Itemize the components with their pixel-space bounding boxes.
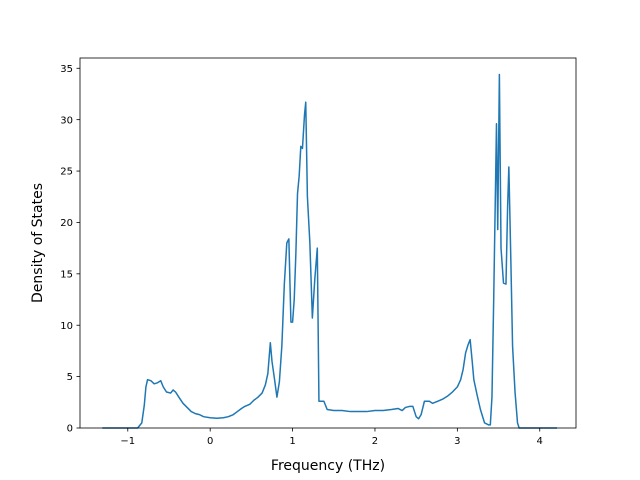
y-tick-label: 15 xyxy=(60,269,73,280)
y-axis-label: Density of States xyxy=(30,183,46,303)
y-tick-label: 20 xyxy=(60,218,73,229)
y-tick-label: 0 xyxy=(67,424,73,435)
x-tick-label: 0 xyxy=(207,436,213,447)
x-tick-label: 3 xyxy=(454,436,460,447)
x-tick-label: −1 xyxy=(120,436,135,447)
x-axis-label: Frequency (THz) xyxy=(271,458,385,474)
y-tick-label: 35 xyxy=(60,64,73,75)
y-tick-label: 5 xyxy=(67,372,73,383)
y-tick-label: 30 xyxy=(60,115,73,126)
y-tick-label: 10 xyxy=(60,321,73,332)
y-tick-label: 25 xyxy=(60,167,73,178)
x-tick-label: 2 xyxy=(372,436,378,447)
x-tick-label: 4 xyxy=(537,436,543,447)
x-tick-label: 1 xyxy=(289,436,295,447)
